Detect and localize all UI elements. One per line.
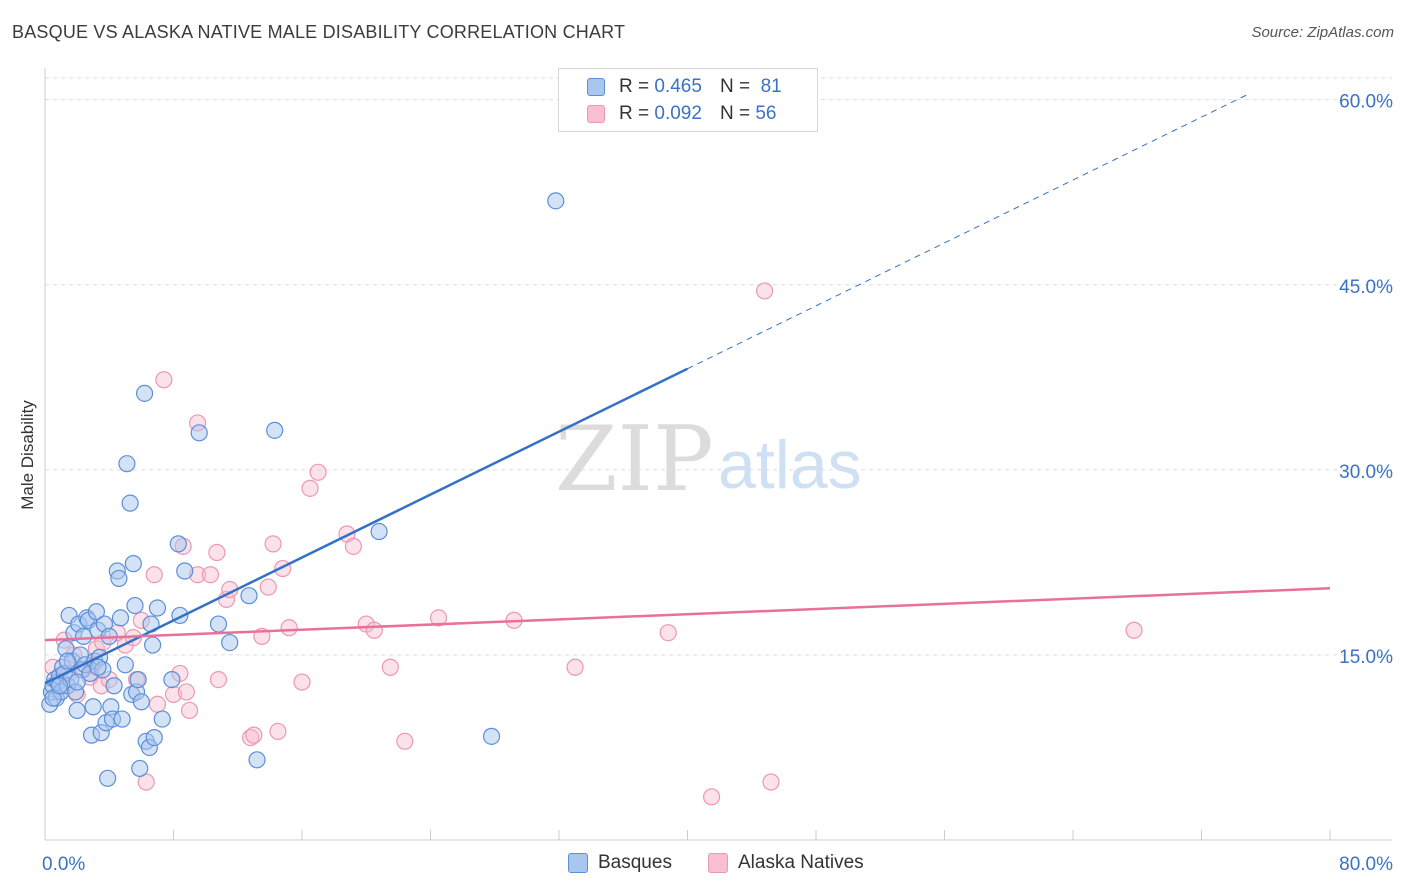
basques-trend-line — [44, 367, 689, 685]
alaska-point — [309, 463, 327, 481]
basques-point — [248, 751, 266, 769]
basques-point — [190, 424, 208, 442]
basques-point — [74, 627, 93, 646]
basques-point — [89, 658, 107, 676]
x-tick-label: 80.0% — [1339, 854, 1393, 875]
basques-point — [169, 535, 187, 553]
basques-point — [121, 494, 139, 512]
alaska-point — [242, 728, 260, 747]
alaska-point — [155, 371, 173, 389]
legend-n-value: 56 — [755, 103, 777, 124]
alaska-point — [145, 566, 163, 584]
basques-point — [132, 693, 150, 711]
legend-n-label: N = — [719, 103, 751, 124]
alaska-point — [1125, 621, 1143, 639]
basques-point — [148, 599, 167, 617]
alaska-point — [269, 722, 287, 741]
legend-n-label: N = — [719, 76, 751, 97]
basques-point — [126, 596, 144, 615]
bottom-legend-alaska-label: Alaska Natives — [738, 852, 864, 873]
basques-point — [547, 192, 565, 210]
basques-point — [153, 710, 171, 728]
basques-point — [116, 656, 134, 674]
alaska-point — [208, 543, 226, 562]
basques-trend-extension — [687, 93, 1250, 370]
alaska-point — [180, 701, 199, 720]
legend-r-value: 0.092 — [654, 103, 702, 124]
alaska-point — [245, 726, 263, 744]
source-label: Source: ZipAtlas.com — [1251, 24, 1394, 41]
basques-point — [111, 609, 130, 627]
alaska-point — [259, 578, 277, 596]
chart-title: BASQUE VS ALASKA NATIVE MALE DISABILITY … — [12, 22, 626, 42]
basques-point — [84, 698, 102, 716]
basques-point — [131, 759, 149, 778]
basques-point — [50, 677, 69, 695]
basques-point — [370, 522, 388, 541]
alaska-point — [381, 658, 399, 676]
basques-point — [266, 421, 284, 439]
alaska-point — [201, 566, 220, 584]
alaska-point — [396, 732, 414, 750]
basques-point — [176, 562, 194, 580]
alaska-point — [762, 773, 780, 791]
alaska-point — [566, 658, 584, 676]
alaska-point — [293, 673, 311, 691]
basques-point — [87, 603, 106, 621]
basques-point — [145, 728, 163, 747]
legend-r-label: R = — [619, 76, 650, 97]
basques-point — [144, 636, 162, 654]
alaska-point — [344, 537, 362, 555]
basques-point — [58, 652, 77, 670]
alaska-point — [702, 788, 721, 806]
alaska-point — [148, 695, 167, 713]
y-tick-label: 60.0% — [1339, 92, 1393, 113]
legend-r-label: R = — [619, 103, 650, 124]
basques-point — [221, 633, 239, 652]
alaska-point — [755, 282, 774, 300]
basques-point — [482, 727, 501, 745]
basques-point — [163, 670, 181, 689]
legend-row-basques: R = 0.465 N = 81 — [559, 74, 782, 100]
alaska-point — [264, 535, 282, 553]
basques-point — [209, 615, 228, 633]
basques-point — [124, 555, 142, 573]
basques-point — [110, 569, 128, 588]
basques-point — [68, 701, 86, 720]
alaska-point — [429, 609, 448, 627]
alaska-swatch — [587, 105, 605, 123]
watermark-atlas: atlas — [718, 427, 862, 503]
y-tick-label: 45.0% — [1339, 277, 1393, 298]
alaska-point — [365, 621, 383, 639]
alaska-trend-line — [44, 587, 1331, 642]
x-tick-label: 0.0% — [42, 854, 85, 875]
alaska-point — [280, 619, 298, 637]
watermark-zip: ZIP — [555, 407, 714, 512]
alaska-point — [177, 683, 195, 701]
basques-point — [118, 455, 136, 473]
alaska-point — [659, 624, 677, 642]
alaska-point — [209, 670, 228, 689]
bottom-legend-basques-label: Basques — [598, 852, 672, 873]
basques-swatch — [568, 853, 588, 873]
y-tick-label: 30.0% — [1339, 462, 1393, 483]
bottom-legend-alaska: Alaska Natives — [708, 852, 864, 874]
alaska-swatch — [708, 853, 728, 873]
basques-point — [99, 769, 117, 787]
basques-point — [105, 677, 123, 695]
basques-point — [113, 710, 131, 728]
legend: R = 0.465 N = 81 R = 0.092 N = 56 — [558, 68, 818, 132]
basques-point — [129, 670, 147, 689]
y-tick-label: 15.0% — [1339, 647, 1393, 668]
legend-r-value: 0.465 — [654, 76, 702, 97]
basques-point — [135, 384, 154, 402]
basques-point — [68, 673, 86, 691]
basques-point — [240, 587, 258, 605]
legend-row-alaska: R = 0.092 N = 56 — [559, 101, 776, 127]
bottom-legend-basques: Basques — [568, 852, 672, 874]
basques-swatch — [587, 78, 605, 96]
alaska-point — [301, 479, 319, 497]
legend-n-value: 81 — [760, 76, 782, 97]
